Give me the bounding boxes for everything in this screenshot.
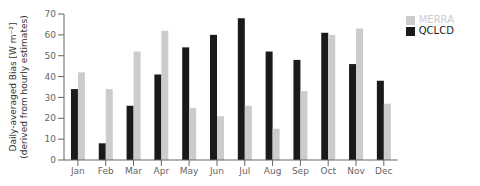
svg-text:70: 70	[45, 9, 57, 19]
svg-text:Oct: Oct	[320, 166, 336, 176]
svg-text:30: 30	[45, 93, 57, 103]
html-text:MERRA: MERRA	[418, 14, 454, 25]
svg-text:50: 50	[45, 51, 57, 61]
svg-text:Daily-averaged Bias [W m⁻²](de: Daily-averaged Bias [W m⁻²](derived from…	[8, 15, 29, 158]
svg-text:Jun: Jun	[209, 166, 224, 176]
svg-text:Feb: Feb	[98, 166, 114, 176]
svg-text:Jul: Jul	[238, 166, 250, 176]
svg-text:60: 60	[45, 30, 57, 40]
html-text:QCLCD: QCLCD	[418, 25, 454, 36]
svg-text:Sep: Sep	[292, 166, 309, 176]
svg-text:10: 10	[45, 134, 57, 144]
svg-text:Jan: Jan	[70, 166, 85, 176]
svg-text:Nov: Nov	[347, 166, 365, 176]
svg-text:Dec: Dec	[375, 166, 392, 176]
svg-text:20: 20	[45, 113, 57, 123]
svg-text:Aug: Aug	[264, 166, 282, 176]
svg-text:May: May	[180, 166, 199, 176]
svg-text:Apr: Apr	[154, 166, 170, 176]
svg-text:Mar: Mar	[125, 166, 142, 176]
svg-text:40: 40	[45, 72, 57, 82]
svg-text:0: 0	[50, 155, 56, 165]
